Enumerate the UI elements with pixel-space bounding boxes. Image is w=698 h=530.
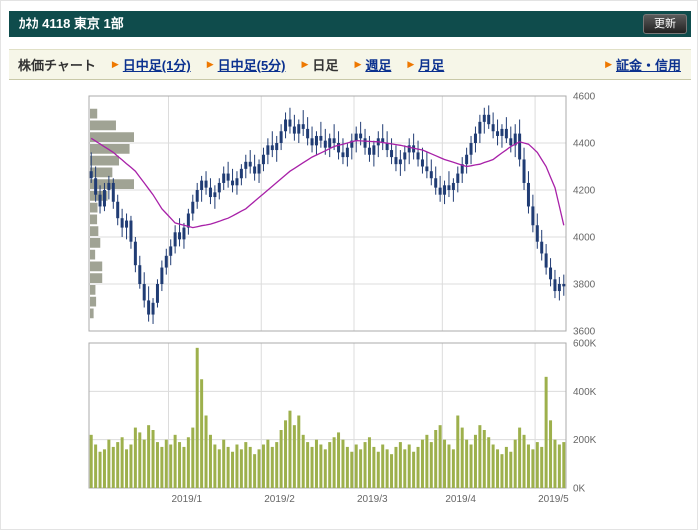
svg-text:2019/3: 2019/3 xyxy=(357,494,388,505)
svg-text:4600: 4600 xyxy=(573,92,596,103)
arrow-icon: ▶ xyxy=(111,59,119,69)
chart-nav: 株価チャート ▶ 日中足(1分) ▶ 日中足(5分) ▶ 日足 ▶ 週足 ▶ 月… xyxy=(9,49,691,80)
svg-text:2019/4: 2019/4 xyxy=(445,494,476,505)
link-margin-credit[interactable]: 証金・信用 xyxy=(615,58,681,73)
tab-weekly[interactable]: 週足 xyxy=(365,58,392,73)
arrow-icon: ▶ xyxy=(605,59,612,69)
tab-monthly[interactable]: 月足 xyxy=(418,58,445,73)
tab-intraday-5min[interactable]: 日中足(5分) xyxy=(217,58,286,73)
arrow-icon: ▶ xyxy=(206,59,214,69)
nav-title: 株価チャート xyxy=(18,58,96,73)
title-bar: ｶﾈｶ 4118 東京 1部 更新 xyxy=(9,11,691,37)
stock-title: ｶﾈｶ 4118 東京 1部 xyxy=(19,16,124,31)
arrow-icon: ▶ xyxy=(407,59,415,69)
svg-text:4000: 4000 xyxy=(573,233,596,244)
svg-text:3600: 3600 xyxy=(573,327,596,338)
arrow-icon: ▶ xyxy=(301,59,309,69)
svg-text:400K: 400K xyxy=(573,387,597,398)
arrow-icon: ▶ xyxy=(354,59,362,69)
tab-intraday-1min[interactable]: 日中足(1分) xyxy=(122,58,191,73)
stock-chart-svg: 460044004200400038003600600K400K200K0K20… xyxy=(88,92,597,505)
chart-panel: 4600 4400 4200 4000 3800 3600 600K 400K 200K 0K 20… xyxy=(9,86,691,523)
volume-profile xyxy=(90,108,134,319)
candlesticks xyxy=(89,105,566,324)
ma-line xyxy=(90,137,565,229)
refresh-button[interactable]: 更新 xyxy=(643,14,687,34)
svg-text:200K: 200K xyxy=(573,435,597,446)
svg-text:2019/2: 2019/2 xyxy=(264,494,295,505)
tab-daily-current: 日足 xyxy=(312,58,339,73)
nav-right-group: ▶ 証金・信用 xyxy=(605,55,681,74)
svg-text:4200: 4200 xyxy=(573,186,596,197)
svg-text:2019/1: 2019/1 xyxy=(172,494,203,505)
x-axis-labels: 2019/1 2019/2 2019/3 2019/4 2019/5 xyxy=(172,494,570,505)
svg-text:4400: 4400 xyxy=(573,139,596,150)
svg-text:600K: 600K xyxy=(573,339,597,350)
svg-text:2019/5: 2019/5 xyxy=(538,494,569,505)
volume-bars xyxy=(89,347,566,488)
svg-text:0K: 0K xyxy=(573,484,586,495)
svg-text:3800: 3800 xyxy=(573,280,596,291)
